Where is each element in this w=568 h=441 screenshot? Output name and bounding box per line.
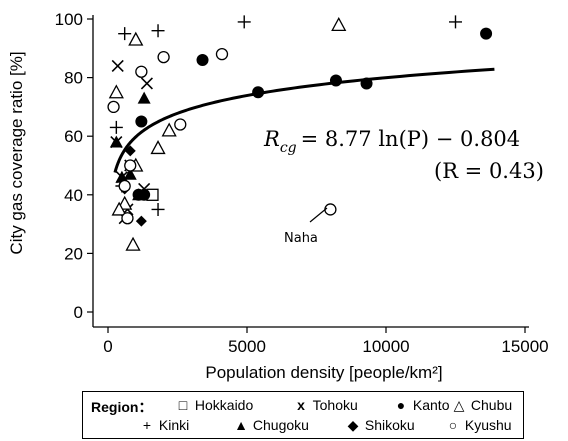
legend-item-kanto: ● Kanto: [393, 397, 450, 413]
data-point-kyushu: [121, 212, 134, 225]
data-point-kyushu: [215, 48, 229, 61]
triangle-filled-icon: ▲: [234, 417, 248, 433]
data-points: [107, 15, 493, 251]
equation-lhs: R: [263, 127, 280, 151]
y-axis-label: City gas coverage ratio [%]: [7, 51, 26, 254]
x-tick-label: 15000: [501, 337, 548, 356]
data-point-kyushu: [124, 159, 137, 172]
data-point-kanto: [135, 115, 148, 128]
legend-label: Hokkaido: [194, 397, 254, 413]
legend-label: Shikoku: [364, 417, 415, 433]
data-point-chubu: [125, 236, 141, 251]
x-tick-label: 5000: [228, 337, 266, 356]
data-point-chubu: [108, 84, 124, 99]
legend: Region： □ Hokkaido x Tohoku ● Kanto △ Ch…: [82, 391, 524, 439]
correlation-coefficient: (R = 0.43): [434, 159, 544, 183]
data-point-kinki: [151, 24, 165, 38]
legend-label: Chugoku: [252, 417, 309, 433]
scatter-chart: 0 20 40 60 80 100 0 5000 10000 15000 Population d…: [7, 10, 549, 382]
x-tick-label: 0: [103, 337, 112, 356]
triangle-open-icon: △: [453, 397, 465, 413]
regression-equation: Rcg = 8.77 ln(P) − 0.804: [263, 127, 520, 156]
legend-item-chugoku: ▲ Chugoku: [233, 417, 309, 433]
axes: [87, 15, 529, 333]
circle-open-icon: ○: [448, 417, 458, 433]
legend-item-hokkaido: □ Hokkaido: [175, 397, 254, 413]
legend-item-kinki: + Kinki: [139, 417, 189, 433]
legend-title: Region：: [91, 399, 153, 415]
plus-icon: +: [142, 417, 152, 433]
data-point-kinki: [449, 15, 462, 29]
data-point-kyushu: [157, 50, 170, 64]
y-tick-label: 80: [64, 69, 83, 88]
data-point-chugoku: [109, 135, 123, 148]
data-point-chubu: [331, 16, 347, 32]
data-point-kinki: [118, 27, 132, 41]
data-point-chugoku: [132, 188, 146, 201]
data-point-kyushu: [174, 118, 187, 131]
data-point-tohoku: [111, 59, 124, 72]
legend-label: Tohoku: [312, 397, 358, 413]
data-point-kinki: [151, 202, 165, 216]
equation-rhs: = 8.77 ln(P) − 0.804: [301, 127, 521, 151]
legend-label: Kanto: [412, 397, 450, 413]
x-tick-label: 10000: [362, 337, 409, 356]
equation-subscript: cg: [280, 140, 297, 156]
data-point-kinki: [237, 15, 251, 29]
data-point-chugoku: [137, 91, 151, 104]
data-point-chubu: [111, 201, 127, 216]
legend-item-kyushu: ○ Kyushu: [445, 417, 512, 433]
data-point-kinki: [109, 120, 123, 134]
legend-item-shikoku: ◆ Shikoku: [345, 417, 415, 434]
data-point-kanto: [196, 54, 209, 67]
data-point-chubu: [161, 122, 177, 137]
data-point-tohoku: [140, 77, 153, 90]
data-point-chubu: [128, 31, 144, 46]
data-point-chubu: [150, 140, 166, 155]
naha-pointer: [309, 207, 328, 223]
data-point-shikoku: [135, 215, 147, 227]
x-axis-label: Population density [people/km²]: [205, 363, 442, 382]
circle-filled-icon: ●: [396, 397, 406, 413]
data-point-kyushu: [107, 100, 120, 114]
legend-item-tohoku: x Tohoku: [293, 397, 358, 413]
legend-label: Kinki: [158, 417, 190, 433]
diamond-filled-icon: ◆: [347, 417, 359, 433]
data-point-kyushu: [135, 65, 148, 78]
regression-curve: [113, 67, 495, 173]
y-tick-label: 100: [55, 10, 83, 29]
legend-label: Kyushu: [464, 417, 512, 433]
y-tick-label: 0: [74, 303, 83, 322]
data-point-kyushu: [324, 203, 337, 216]
y-tick-label: 60: [64, 127, 83, 146]
y-tick-label: 40: [64, 186, 83, 205]
data-point-kanto: [480, 27, 493, 40]
x-icon: x: [297, 397, 305, 413]
data-point-shikoku: [124, 145, 136, 157]
tick-labels: 0 20 40 60 80 100 0 5000 10000 15000: [55, 10, 549, 356]
square-open-icon: □: [178, 397, 188, 413]
y-tick-label: 20: [64, 244, 83, 263]
legend-item-chubu: △ Chubu: [451, 397, 513, 414]
naha-annotation: Naha: [284, 231, 318, 246]
data-point-kyushu: [118, 179, 131, 193]
legend-label: Chubu: [470, 397, 513, 413]
data-point-chugoku: [123, 167, 137, 180]
